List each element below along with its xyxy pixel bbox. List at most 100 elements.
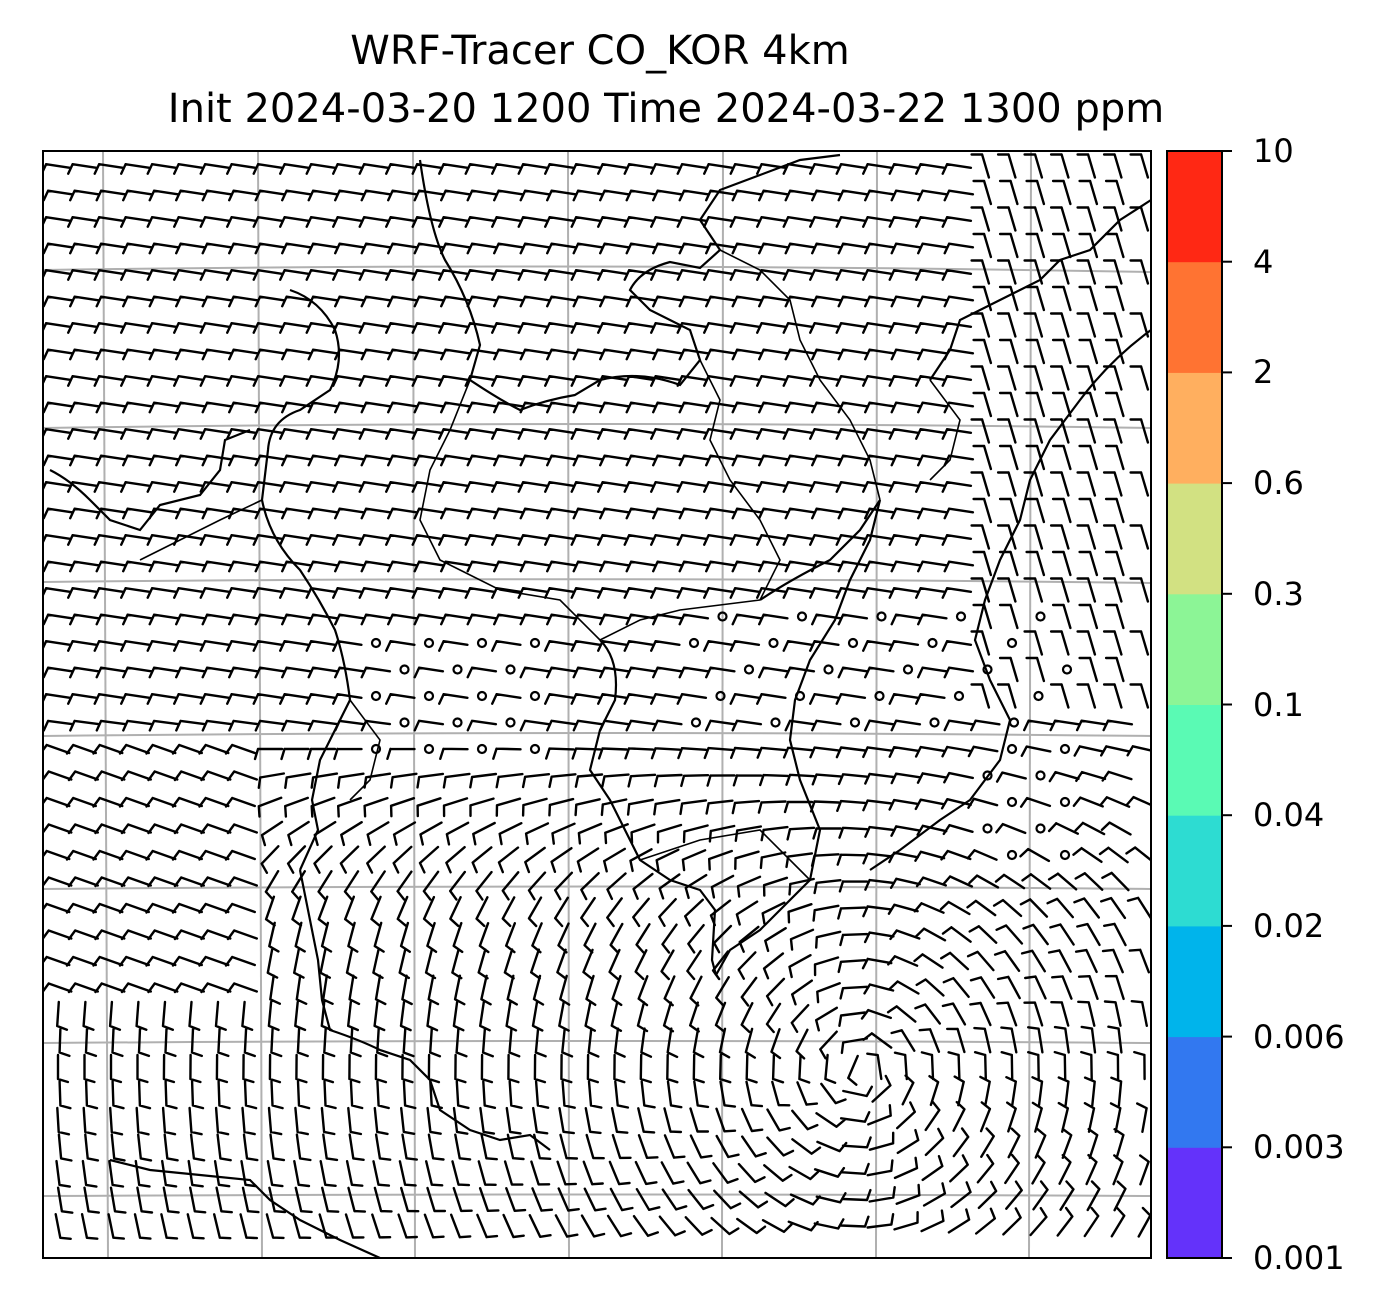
border-1 [419,379,601,641]
colorbar-tick-label: 0.006 [1253,1017,1345,1056]
calm-wind-marker [1008,717,1020,728]
colorbar-segment [1167,1147,1222,1259]
border-5 [929,379,961,481]
calm-wind-marker [529,637,541,649]
gridline-h3 [43,578,1151,584]
calm-wind-marker [1035,823,1046,834]
wind-barb-field [43,153,1151,1240]
calm-wind-marker [1059,743,1071,755]
calm-wind-marker [1035,770,1046,781]
calm-wind-marker [1006,743,1018,755]
calm-wind-marker [982,823,993,834]
calm-wind-marker [688,637,700,649]
colorbar-tick-label: 0.1 [1253,685,1304,724]
calm-wind-marker [505,664,516,675]
colorbar-tick-label: 0.6 [1253,464,1304,503]
calm-wind-marker [876,611,887,622]
calm-wind-marker [423,690,435,702]
gridline-v2 [257,151,263,1258]
calm-wind-marker [874,690,885,702]
calm-wind-marker [768,637,779,649]
map-panel [42,150,1152,1259]
border-8 [349,699,381,801]
colorbar-segment [1167,925,1222,1038]
calm-wind-markers [370,611,1073,861]
calm-wind-marker [370,637,382,649]
calm-wind-marker [715,690,726,702]
calm-wind-marker [423,743,435,755]
calm-wind-marker [370,743,382,755]
calm-wind-marker [823,664,834,675]
calm-wind-marker [770,717,781,728]
gridline-v5 [721,151,724,1258]
colorbar-segment [1167,1036,1222,1148]
calm-wind-marker [476,690,488,702]
gridline-v7 [1028,151,1032,1258]
calm-wind-marker [849,717,861,728]
calm-wind-marker [743,664,755,675]
gridline-v6 [875,151,878,1258]
colorbar-tick-label: 0.3 [1253,574,1304,613]
calm-wind-marker [452,664,463,675]
calm-wind-marker [529,690,541,702]
calm-wind-marker [796,611,808,622]
colorbar-segment [1167,151,1222,263]
border-2 [599,599,761,641]
colorbar-segments [1167,151,1222,1259]
border-4 [719,249,881,501]
colorbar-segment [1167,815,1222,927]
colorbar-tick-label: 4 [1253,242,1274,281]
coastline-bohai [260,288,352,871]
colorbar-segment [1167,704,1222,816]
gridline-h5 [43,885,1151,890]
gridline-v3 [412,151,416,1258]
coastline-yellow-sea-west [298,869,551,1151]
calm-wind-marker [690,717,702,728]
calm-wind-marker [982,770,993,781]
gridline-v4 [567,151,570,1258]
calm-wind-marker [399,664,410,675]
calm-wind-marker [423,637,435,649]
border-6 [639,829,811,881]
colorbar-segment [1167,593,1222,705]
colorbar [1166,150,1232,1259]
calm-wind-marker [1035,611,1046,622]
calm-wind-marker [370,690,382,702]
calm-wind-marker [1006,796,1018,808]
calm-wind-marker [1033,690,1044,702]
calm-wind-marker [1059,796,1071,808]
map-title: WRF-Tracer CO_KOR 4km [350,28,850,74]
calm-wind-marker [953,690,965,702]
calm-wind-marker [927,637,938,649]
calm-wind-marker [982,664,993,675]
calm-wind-marker [847,637,859,649]
colorbar-ticks [1222,150,1232,1259]
calm-wind-marker [1006,849,1018,861]
colorbar-tick-label: 0.003 [1253,1128,1345,1167]
coastline-bay [49,428,251,532]
map-subtitle: Init 2024-03-20 1200 Time 2024-03-22 130… [167,86,1165,132]
calm-wind-marker [1006,637,1018,649]
gridline-h1 [43,265,1151,273]
colorbar-tick-label: 0.02 [1253,906,1325,945]
province-borders [139,249,961,881]
calm-wind-marker [717,611,728,622]
map-frame [42,150,1152,1259]
calm-wind-marker [929,717,940,728]
colorbar-segment [1167,483,1222,595]
coastline-china-east [418,153,841,412]
calm-wind-marker [794,690,806,702]
gridline-v1 [102,151,109,1258]
colorbar-tick-label: 0.04 [1253,796,1325,835]
calm-wind-marker [476,743,488,755]
gridline-h2 [43,423,1151,429]
colorbar-segment [1167,372,1222,484]
calm-wind-marker [452,717,463,728]
calm-wind-marker [1059,849,1071,861]
coastline-korea-west [588,639,718,976]
calm-wind-marker [505,717,516,728]
gridline-h7 [43,1193,1151,1197]
colorbar-tick-label: 2 [1253,353,1274,392]
calm-wind-marker [399,717,410,728]
